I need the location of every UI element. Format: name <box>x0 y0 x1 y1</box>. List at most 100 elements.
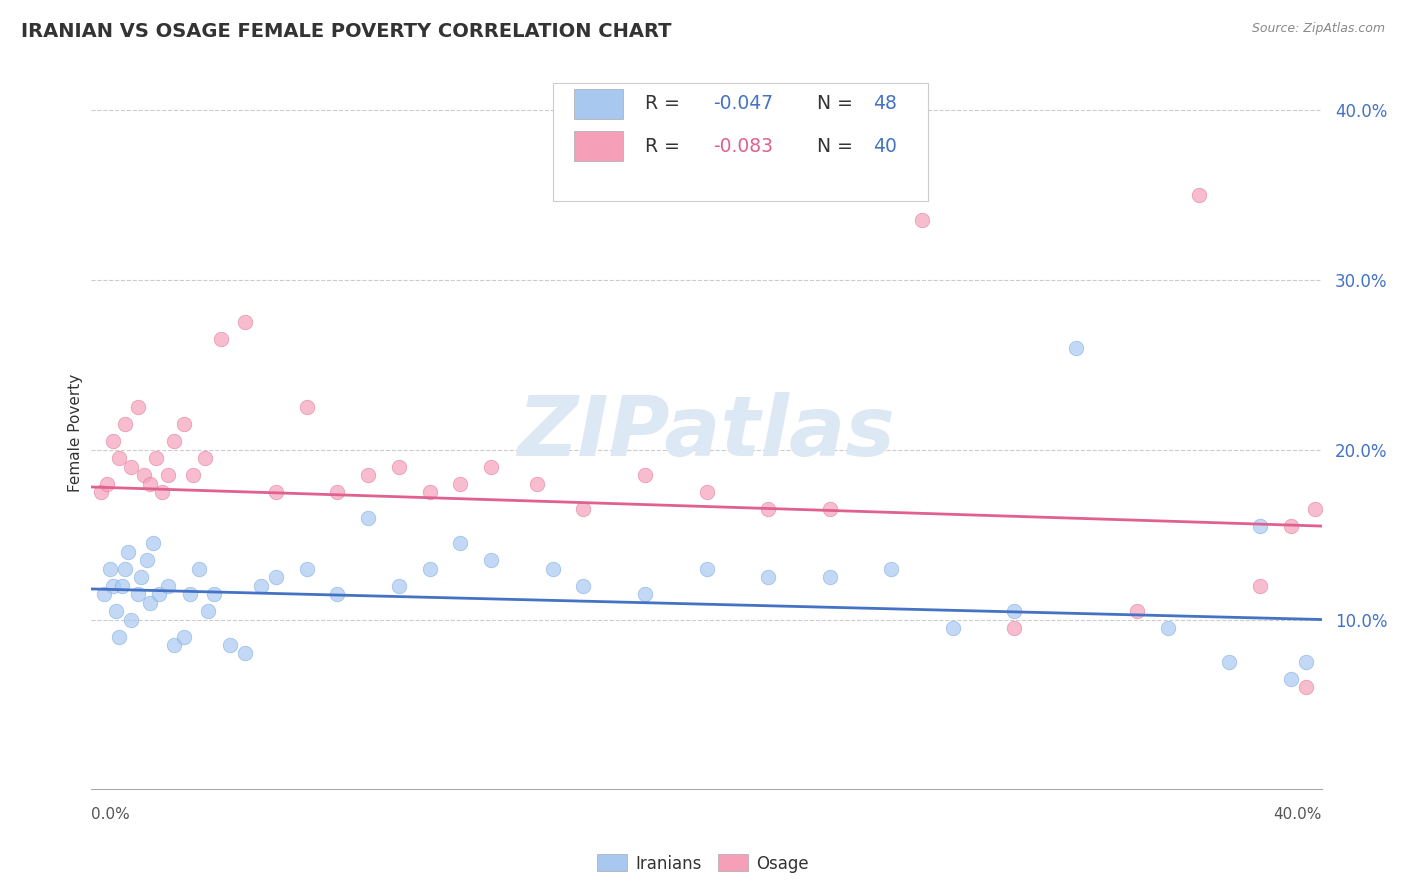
Point <box>179 587 201 601</box>
Text: Source: ZipAtlas.com: Source: ZipAtlas.com <box>1251 22 1385 36</box>
Point <box>173 417 195 431</box>
Point <box>942 621 965 635</box>
Point <box>132 468 155 483</box>
Text: 40.0%: 40.0% <box>1274 807 1322 822</box>
Point <box>93 587 115 601</box>
Point <box>1157 621 1180 635</box>
Text: N =: N = <box>804 95 859 113</box>
Point <box>1187 187 1209 202</box>
Point <box>101 434 124 449</box>
Point <box>127 587 149 601</box>
Point <box>173 630 195 644</box>
Point <box>388 459 411 474</box>
Point <box>756 570 779 584</box>
Point <box>127 400 149 414</box>
Point <box>1126 604 1149 618</box>
Point <box>634 587 657 601</box>
Point <box>108 451 131 466</box>
Point <box>233 315 256 329</box>
Point <box>145 451 167 466</box>
Point <box>572 578 595 592</box>
Point <box>120 459 142 474</box>
Point <box>1295 681 1317 695</box>
Point <box>479 553 502 567</box>
Text: -0.083: -0.083 <box>713 137 773 156</box>
Point <box>634 468 657 483</box>
Point <box>96 476 118 491</box>
Point <box>209 332 232 346</box>
Y-axis label: Female Poverty: Female Poverty <box>67 374 83 491</box>
Point <box>197 604 219 618</box>
Point <box>357 468 380 483</box>
Point <box>117 544 139 558</box>
Point <box>218 638 240 652</box>
Point <box>388 578 411 592</box>
Point <box>1249 578 1271 592</box>
Point <box>696 561 718 575</box>
FancyBboxPatch shape <box>553 83 928 201</box>
Point <box>142 536 165 550</box>
Point <box>541 561 564 575</box>
Point <box>114 561 136 575</box>
Point <box>479 459 502 474</box>
Point <box>1279 672 1302 686</box>
Point <box>295 400 318 414</box>
Point <box>194 451 217 466</box>
Point <box>449 536 471 550</box>
Point <box>572 502 595 516</box>
Text: R =: R = <box>645 95 686 113</box>
Text: 40: 40 <box>873 137 897 156</box>
Point <box>98 561 121 575</box>
Point <box>1218 655 1240 669</box>
Point <box>233 647 256 661</box>
Point <box>150 485 173 500</box>
Point <box>419 485 441 500</box>
Text: ZIPatlas: ZIPatlas <box>517 392 896 473</box>
Point <box>129 570 152 584</box>
FancyBboxPatch shape <box>574 131 623 161</box>
Point <box>148 587 170 601</box>
FancyBboxPatch shape <box>574 88 623 119</box>
Legend: Iranians, Osage: Iranians, Osage <box>591 847 815 880</box>
Point <box>1305 502 1327 516</box>
Point <box>818 570 841 584</box>
Text: -0.047: -0.047 <box>713 95 773 113</box>
Point <box>526 476 548 491</box>
Point <box>818 502 841 516</box>
Point <box>880 561 903 575</box>
Point <box>357 510 380 524</box>
Point <box>326 485 349 500</box>
Text: 48: 48 <box>873 95 897 113</box>
Point <box>90 485 112 500</box>
Point <box>1295 655 1317 669</box>
Point <box>101 578 124 592</box>
Point <box>108 630 131 644</box>
Text: N =: N = <box>804 137 859 156</box>
Point <box>157 468 180 483</box>
Point <box>756 502 779 516</box>
Point <box>449 476 471 491</box>
Point <box>326 587 349 601</box>
Point <box>139 476 162 491</box>
Point <box>1002 604 1025 618</box>
Point <box>264 485 287 500</box>
Point <box>264 570 287 584</box>
Point <box>202 587 225 601</box>
Point <box>114 417 136 431</box>
Point <box>181 468 204 483</box>
Point <box>139 595 162 609</box>
Point <box>163 638 186 652</box>
Point <box>157 578 180 592</box>
Point <box>1064 341 1087 355</box>
Text: IRANIAN VS OSAGE FEMALE POVERTY CORRELATION CHART: IRANIAN VS OSAGE FEMALE POVERTY CORRELAT… <box>21 22 672 41</box>
Point <box>188 561 211 575</box>
Text: R =: R = <box>645 137 686 156</box>
Point <box>295 561 318 575</box>
Point <box>111 578 134 592</box>
Point <box>1249 519 1271 533</box>
Point <box>163 434 186 449</box>
Point <box>135 553 157 567</box>
Point <box>1279 519 1302 533</box>
Point <box>249 578 271 592</box>
Point <box>120 613 142 627</box>
